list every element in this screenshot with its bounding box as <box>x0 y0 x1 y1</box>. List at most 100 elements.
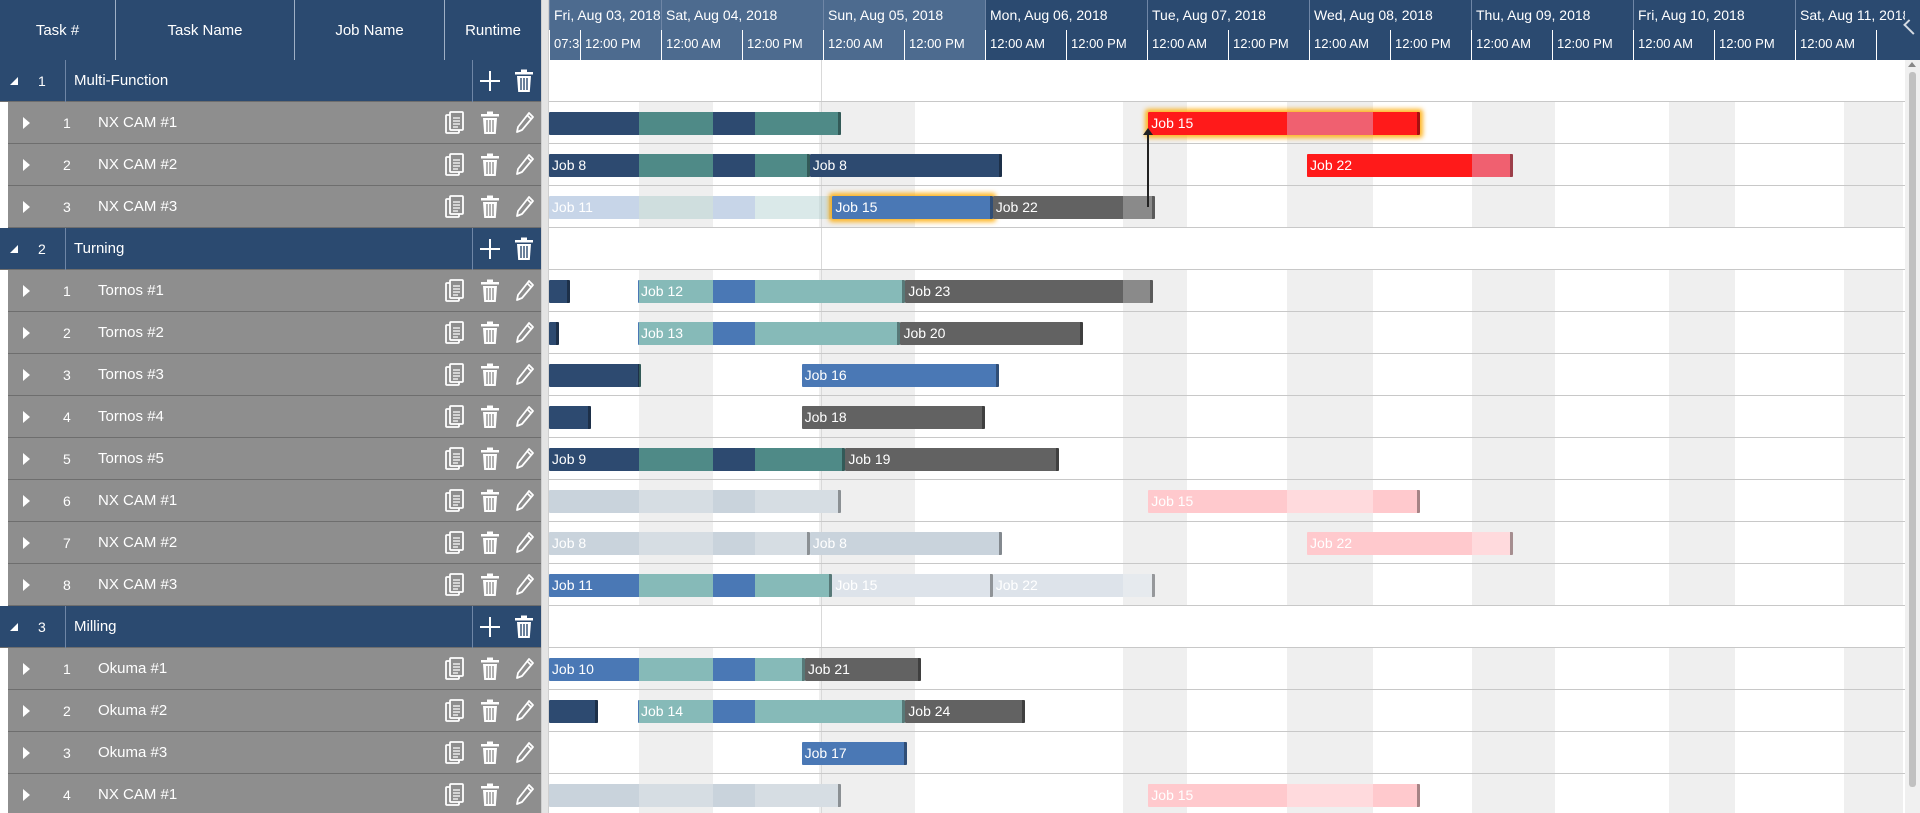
task-row[interactable]: 4 Tornos #4 <box>8 396 541 438</box>
expand-arrow-icon[interactable] <box>23 285 30 297</box>
delete-icon[interactable] <box>510 235 538 263</box>
add-icon[interactable] <box>476 67 504 95</box>
expand-arrow-icon[interactable] <box>23 789 30 801</box>
job-bar[interactable]: Job 24 <box>905 700 1026 723</box>
expand-arrow-icon[interactable] <box>23 201 30 213</box>
copy-icon[interactable] <box>441 361 469 389</box>
group-row[interactable]: 2 Turning <box>0 228 541 270</box>
column-header-job-name[interactable]: Job Name <box>295 0 445 60</box>
job-bar[interactable] <box>549 700 598 723</box>
delete-icon[interactable] <box>476 571 504 599</box>
job-bar[interactable]: Job 19 <box>845 448 1060 471</box>
edit-icon[interactable] <box>511 655 539 683</box>
resize-handle[interactable] <box>837 784 841 807</box>
task-row[interactable]: 2 Okuma #2 <box>8 690 541 732</box>
resize-handle[interactable] <box>837 112 841 135</box>
expand-arrow-icon[interactable] <box>23 579 30 591</box>
job-bar[interactable]: Job 22 <box>1307 154 1513 177</box>
grid-splitter[interactable] <box>541 0 549 813</box>
job-bar[interactable]: Job 22 <box>992 574 1155 597</box>
resize-handle[interactable] <box>1509 154 1513 177</box>
resize-handle[interactable] <box>566 280 570 303</box>
resize-handle[interactable] <box>996 364 1000 387</box>
delete-icon[interactable] <box>476 361 504 389</box>
expand-arrow-icon[interactable] <box>23 537 30 549</box>
resize-handle[interactable] <box>1080 322 1084 345</box>
delete-icon[interactable] <box>476 739 504 767</box>
resize-handle[interactable] <box>1056 448 1060 471</box>
copy-icon[interactable] <box>441 529 469 557</box>
resize-handle[interactable] <box>902 700 906 723</box>
copy-icon[interactable] <box>441 109 469 137</box>
task-row[interactable]: 3 Tornos #3 <box>8 354 541 396</box>
expand-arrow-icon[interactable] <box>23 327 30 339</box>
delete-icon[interactable] <box>476 193 504 221</box>
delete-icon[interactable] <box>476 151 504 179</box>
copy-icon[interactable] <box>441 487 469 515</box>
collapse-arrow-icon[interactable] <box>10 245 18 253</box>
job-bar[interactable]: Job 14 <box>638 700 906 723</box>
job-bar[interactable]: Job 11 <box>549 196 833 219</box>
resize-handle[interactable] <box>1509 532 1513 555</box>
edit-icon[interactable] <box>511 361 539 389</box>
resize-handle[interactable] <box>1150 280 1154 303</box>
expand-arrow-icon[interactable] <box>23 411 30 423</box>
delete-icon[interactable] <box>476 277 504 305</box>
delete-icon[interactable] <box>476 655 504 683</box>
resize-handle[interactable] <box>989 196 993 219</box>
job-bar[interactable]: Job 21 <box>804 658 922 681</box>
delete-icon[interactable] <box>476 445 504 473</box>
job-bar[interactable] <box>549 280 570 303</box>
delete-icon[interactable] <box>476 403 504 431</box>
task-row[interactable]: 1 Tornos #1 <box>8 270 541 312</box>
job-bar[interactable]: Job 8 <box>809 532 1003 555</box>
expand-arrow-icon[interactable] <box>23 117 30 129</box>
copy-icon[interactable] <box>441 445 469 473</box>
resize-handle[interactable] <box>842 448 846 471</box>
task-row[interactable]: 7 NX CAM #2 <box>8 522 541 564</box>
vertical-scrollbar[interactable] <box>1905 60 1920 813</box>
column-header-task-number[interactable]: Task # <box>0 0 116 60</box>
job-bar[interactable]: Job 9 <box>549 448 846 471</box>
expand-arrow-icon[interactable] <box>23 705 30 717</box>
delete-icon[interactable] <box>476 529 504 557</box>
expand-arrow-icon[interactable] <box>23 663 30 675</box>
job-bar[interactable] <box>549 784 841 807</box>
copy-icon[interactable] <box>441 781 469 809</box>
resize-handle[interactable] <box>902 280 906 303</box>
job-bar[interactable]: Job 22 <box>1307 532 1513 555</box>
edit-icon[interactable] <box>511 781 539 809</box>
job-bar[interactable]: Job 23 <box>905 280 1154 303</box>
job-bar[interactable]: Job 10 <box>549 658 805 681</box>
edit-icon[interactable] <box>511 697 539 725</box>
expand-arrow-icon[interactable] <box>23 159 30 171</box>
task-row[interactable]: 3 Okuma #3 <box>8 732 541 774</box>
edit-icon[interactable] <box>511 319 539 347</box>
job-bar[interactable] <box>549 112 841 135</box>
job-bar[interactable]: Job 15 <box>832 196 993 219</box>
edit-icon[interactable] <box>511 277 539 305</box>
resize-handle[interactable] <box>829 574 833 597</box>
delete-icon[interactable] <box>476 697 504 725</box>
task-row[interactable]: 1 NX CAM #1 <box>8 102 541 144</box>
resize-handle[interactable] <box>1417 490 1421 513</box>
job-bar[interactable]: Job 15 <box>1148 490 1421 513</box>
job-bar[interactable]: Job 22 <box>992 196 1155 219</box>
expand-arrow-icon[interactable] <box>23 495 30 507</box>
task-row[interactable]: 6 NX CAM #1 <box>8 480 541 522</box>
resize-handle[interactable] <box>829 196 833 219</box>
copy-icon[interactable] <box>441 151 469 179</box>
resize-handle[interactable] <box>638 364 642 387</box>
job-bar[interactable]: Job 8 <box>549 532 810 555</box>
edit-icon[interactable] <box>511 445 539 473</box>
resize-handle[interactable] <box>555 322 559 345</box>
resize-handle[interactable] <box>588 406 592 429</box>
job-bar[interactable] <box>549 490 841 513</box>
copy-icon[interactable] <box>441 739 469 767</box>
edit-icon[interactable] <box>511 193 539 221</box>
collapse-arrow-icon[interactable] <box>10 623 18 631</box>
edit-icon[interactable] <box>511 151 539 179</box>
expand-arrow-icon[interactable] <box>23 453 30 465</box>
resize-handle[interactable] <box>837 490 841 513</box>
copy-icon[interactable] <box>441 655 469 683</box>
